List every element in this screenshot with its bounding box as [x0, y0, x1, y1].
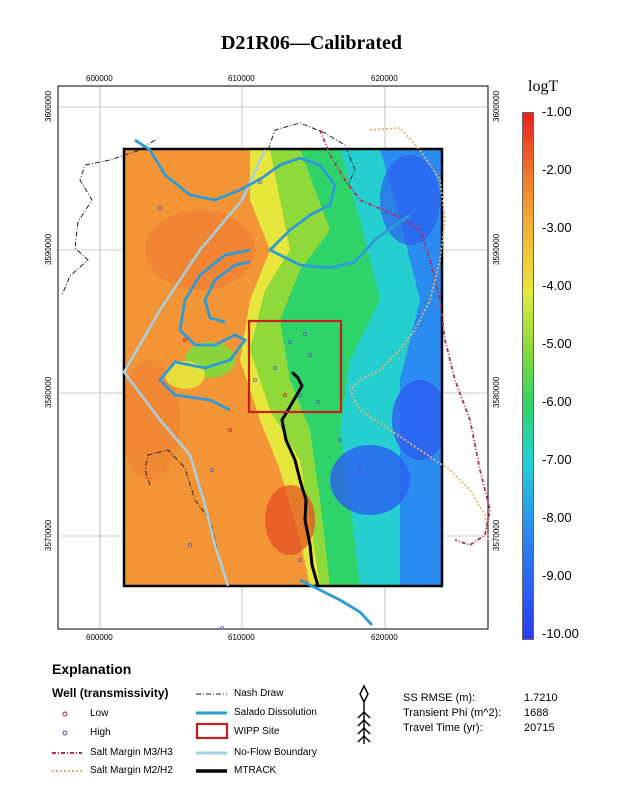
legend-low: Low [90, 708, 109, 719]
stat-label-phi: Transient Phi (m^2): [403, 707, 502, 719]
colorbar-label: -4.00 [542, 278, 572, 293]
legend-salt-margin-m2: Salt Margin M2/H2 [90, 765, 173, 776]
legend-high: High [90, 727, 111, 738]
well-markers-low [183, 338, 287, 432]
transmissivity-field [124, 149, 442, 586]
stat-value-travel-time: 20715 [524, 722, 555, 734]
colorbar-label: -3.00 [542, 220, 572, 235]
no-flow-boundary-line [122, 149, 267, 587]
legend-symbols [52, 693, 229, 773]
colorbar-label: -8.00 [542, 510, 572, 525]
colorbar-label: -7.00 [542, 452, 572, 467]
map-frame [57, 85, 489, 630]
y-tick-left-2: 3590000 [44, 233, 53, 265]
x-tick-top-3: 620000 [371, 74, 398, 83]
x-tick-bottom-3: 620000 [371, 633, 398, 642]
legend-no-flow-boundary: No-Flow Boundary [234, 747, 317, 758]
map-title: D21R06—Calibrated [220, 32, 403, 54]
colorbar-label: -10.00 [542, 626, 579, 641]
stat-label-travel-time: Travel Time (yr): [403, 722, 483, 734]
mtrack-pathline [280, 370, 320, 587]
legend-mtrack: MTRACK [234, 765, 277, 776]
x-tick-bottom-1: 600000 [86, 633, 113, 642]
y-tick-right-4: 3570000 [492, 519, 501, 551]
x-tick-top-2: 610000 [228, 74, 255, 83]
x-tick-top-1: 600000 [86, 74, 113, 83]
salado-dissolution-line [134, 138, 411, 626]
legend-well-heading: Well (transmissivity) [52, 686, 169, 700]
colorbar-label: -5.00 [542, 336, 572, 351]
legend-wipp-site: WIPP Site [234, 726, 280, 737]
y-tick-left-1: 3600000 [44, 90, 53, 122]
model-domain-boundary [122, 147, 444, 588]
north-arrow-icon [357, 684, 371, 744]
legend-title: Explanation [52, 661, 132, 677]
stat-value-phi: 1688 [524, 707, 549, 719]
legend-salt-margin-m3: Salt Margin M3/H3 [90, 747, 173, 758]
colorbar-label: -2.00 [542, 162, 572, 177]
well-markers [158, 180, 362, 630]
legend-salado-dissolution: Salado Dissolution [234, 707, 317, 718]
stat-value-rmse: 1.7210 [524, 692, 558, 704]
x-tick-bottom-2: 610000 [228, 633, 255, 642]
colorbar [522, 112, 534, 640]
y-tick-left-3: 3580000 [44, 376, 53, 408]
colorbar-title: logT [528, 78, 559, 95]
y-tick-right-3: 3580000 [492, 376, 501, 408]
salt-margin-m3-line [319, 129, 491, 546]
y-tick-right-2: 3590000 [492, 233, 501, 265]
colorbar-label: -9.00 [542, 568, 572, 583]
y-tick-left-4: 3570000 [44, 519, 53, 551]
colorbar-label: -1.00 [542, 104, 572, 119]
stat-label-rmse: SS RMSE (m): [403, 692, 476, 704]
colorbar-label: -6.00 [542, 394, 572, 409]
salt-margin-m2-line [348, 127, 489, 541]
y-tick-right-1: 3600000 [492, 90, 501, 122]
wipp-site-boundary [247, 319, 343, 414]
legend-nash-draw: Nash Draw [234, 688, 284, 699]
